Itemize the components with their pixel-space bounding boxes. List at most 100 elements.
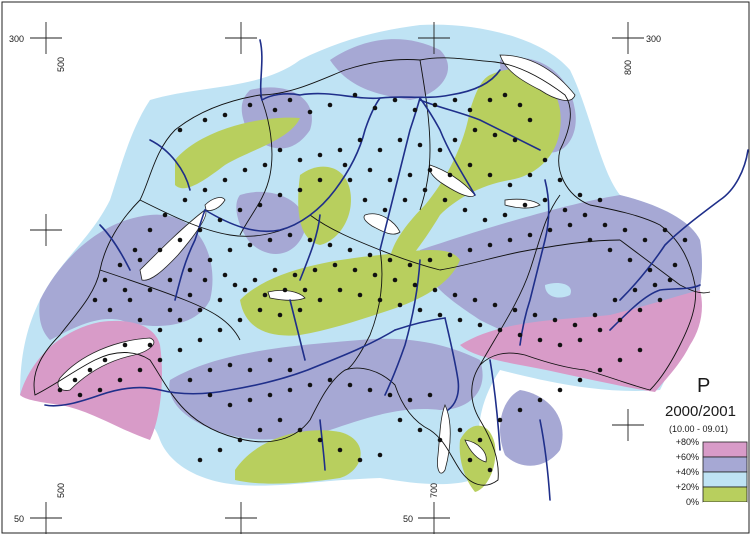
river-sane bbox=[174, 209, 206, 301]
station-dot bbox=[427, 257, 433, 263]
station-dot bbox=[137, 317, 143, 323]
station-dot bbox=[267, 237, 273, 243]
station-dot bbox=[392, 97, 398, 103]
station-dot bbox=[517, 332, 523, 338]
station-dot bbox=[247, 102, 253, 108]
legend-class-label: +40% bbox=[676, 467, 699, 477]
legend-class-label: 0% bbox=[686, 497, 699, 507]
river-rhine-alpine bbox=[519, 179, 550, 346]
station-dot bbox=[377, 452, 383, 458]
station-dot bbox=[337, 147, 343, 153]
grid-cross-bl bbox=[30, 502, 62, 534]
grid-label-x-800-top: 800 bbox=[623, 60, 633, 75]
station-dot bbox=[177, 347, 183, 353]
station-dot bbox=[197, 307, 203, 313]
grid-label-top-left: 300 bbox=[9, 34, 24, 44]
station-dot bbox=[357, 457, 363, 463]
station-dot bbox=[147, 227, 153, 233]
station-dot bbox=[597, 367, 603, 373]
station-dot bbox=[417, 142, 423, 148]
station-dot bbox=[407, 397, 413, 403]
station-dot bbox=[117, 377, 123, 383]
lake-lucerne bbox=[363, 213, 401, 235]
legend-range: (10.00 - 09.01) bbox=[669, 424, 728, 434]
legend-period: 2000/2001 bbox=[665, 403, 736, 420]
legend-class-label: +60% bbox=[676, 452, 699, 462]
zone-purple-center bbox=[236, 191, 306, 254]
river-kander bbox=[289, 299, 306, 361]
legend-symbol: P bbox=[697, 375, 710, 397]
station-layer bbox=[57, 92, 688, 473]
grid-cross-mr bbox=[612, 409, 644, 441]
station-dot bbox=[517, 102, 523, 108]
station-dot bbox=[487, 242, 493, 248]
station-dot bbox=[307, 109, 313, 115]
station-dot bbox=[242, 287, 248, 293]
station-dot bbox=[157, 327, 163, 333]
station-dot bbox=[127, 297, 133, 303]
station-dot bbox=[242, 167, 248, 173]
station-dot bbox=[312, 267, 318, 273]
station-dot bbox=[652, 282, 658, 288]
station-dot bbox=[347, 177, 353, 183]
station-dot bbox=[227, 402, 233, 408]
legend-swatch bbox=[702, 441, 748, 458]
river-rhine-high bbox=[259, 39, 501, 102]
river-layer bbox=[44, 39, 749, 501]
station-dot bbox=[387, 392, 393, 398]
river-thur bbox=[419, 99, 541, 151]
station-dot bbox=[657, 297, 663, 303]
station-dot bbox=[357, 292, 363, 298]
station-dot bbox=[492, 132, 498, 138]
river-broye bbox=[99, 224, 131, 271]
lake-lugano bbox=[464, 439, 487, 463]
canton-border-8 bbox=[419, 59, 431, 211]
grid-cross-tm1 bbox=[225, 22, 257, 54]
grid-cross-tm2 bbox=[418, 22, 450, 54]
station-dot bbox=[477, 322, 483, 328]
station-dot bbox=[287, 387, 293, 393]
station-dot bbox=[682, 237, 688, 243]
station-dot bbox=[347, 382, 353, 388]
station-dot bbox=[327, 377, 333, 383]
station-dot bbox=[382, 207, 388, 213]
station-dot bbox=[222, 272, 228, 278]
station-dot bbox=[187, 267, 193, 273]
station-dot bbox=[372, 105, 378, 111]
station-dot bbox=[157, 357, 163, 363]
station-dot bbox=[147, 342, 153, 348]
station-dot bbox=[447, 252, 453, 258]
legend-class-label: +80% bbox=[676, 437, 699, 447]
zone-green-small bbox=[545, 283, 571, 298]
station-dot bbox=[87, 367, 93, 373]
station-dot bbox=[637, 307, 643, 313]
grid-cross-tr bbox=[612, 22, 644, 54]
station-dot bbox=[352, 92, 358, 98]
station-dot bbox=[237, 317, 243, 323]
station-dot bbox=[332, 262, 338, 268]
station-dot bbox=[557, 342, 563, 348]
station-dot bbox=[117, 262, 123, 268]
station-dot bbox=[237, 437, 243, 443]
station-dot bbox=[272, 107, 278, 113]
zone-layer bbox=[20, 24, 702, 492]
lake-neuchatel bbox=[139, 209, 207, 281]
canton-border-7 bbox=[99, 269, 241, 341]
station-dot bbox=[187, 377, 193, 383]
station-dot bbox=[257, 427, 263, 433]
river-moesa bbox=[489, 359, 501, 451]
station-dot bbox=[577, 337, 583, 343]
legend-swatch bbox=[702, 486, 748, 503]
grid-label-x-500-bottom: 500 bbox=[56, 483, 66, 498]
station-dot bbox=[292, 272, 298, 278]
canton-border-5 bbox=[344, 249, 383, 371]
station-dot bbox=[672, 262, 678, 268]
station-dot bbox=[297, 427, 303, 433]
station-dot bbox=[297, 307, 303, 313]
station-dot bbox=[667, 277, 673, 283]
station-dot bbox=[317, 177, 323, 183]
station-dot bbox=[77, 392, 83, 398]
station-dot bbox=[397, 302, 403, 308]
station-dot bbox=[272, 267, 278, 273]
river-ticino bbox=[444, 317, 460, 411]
